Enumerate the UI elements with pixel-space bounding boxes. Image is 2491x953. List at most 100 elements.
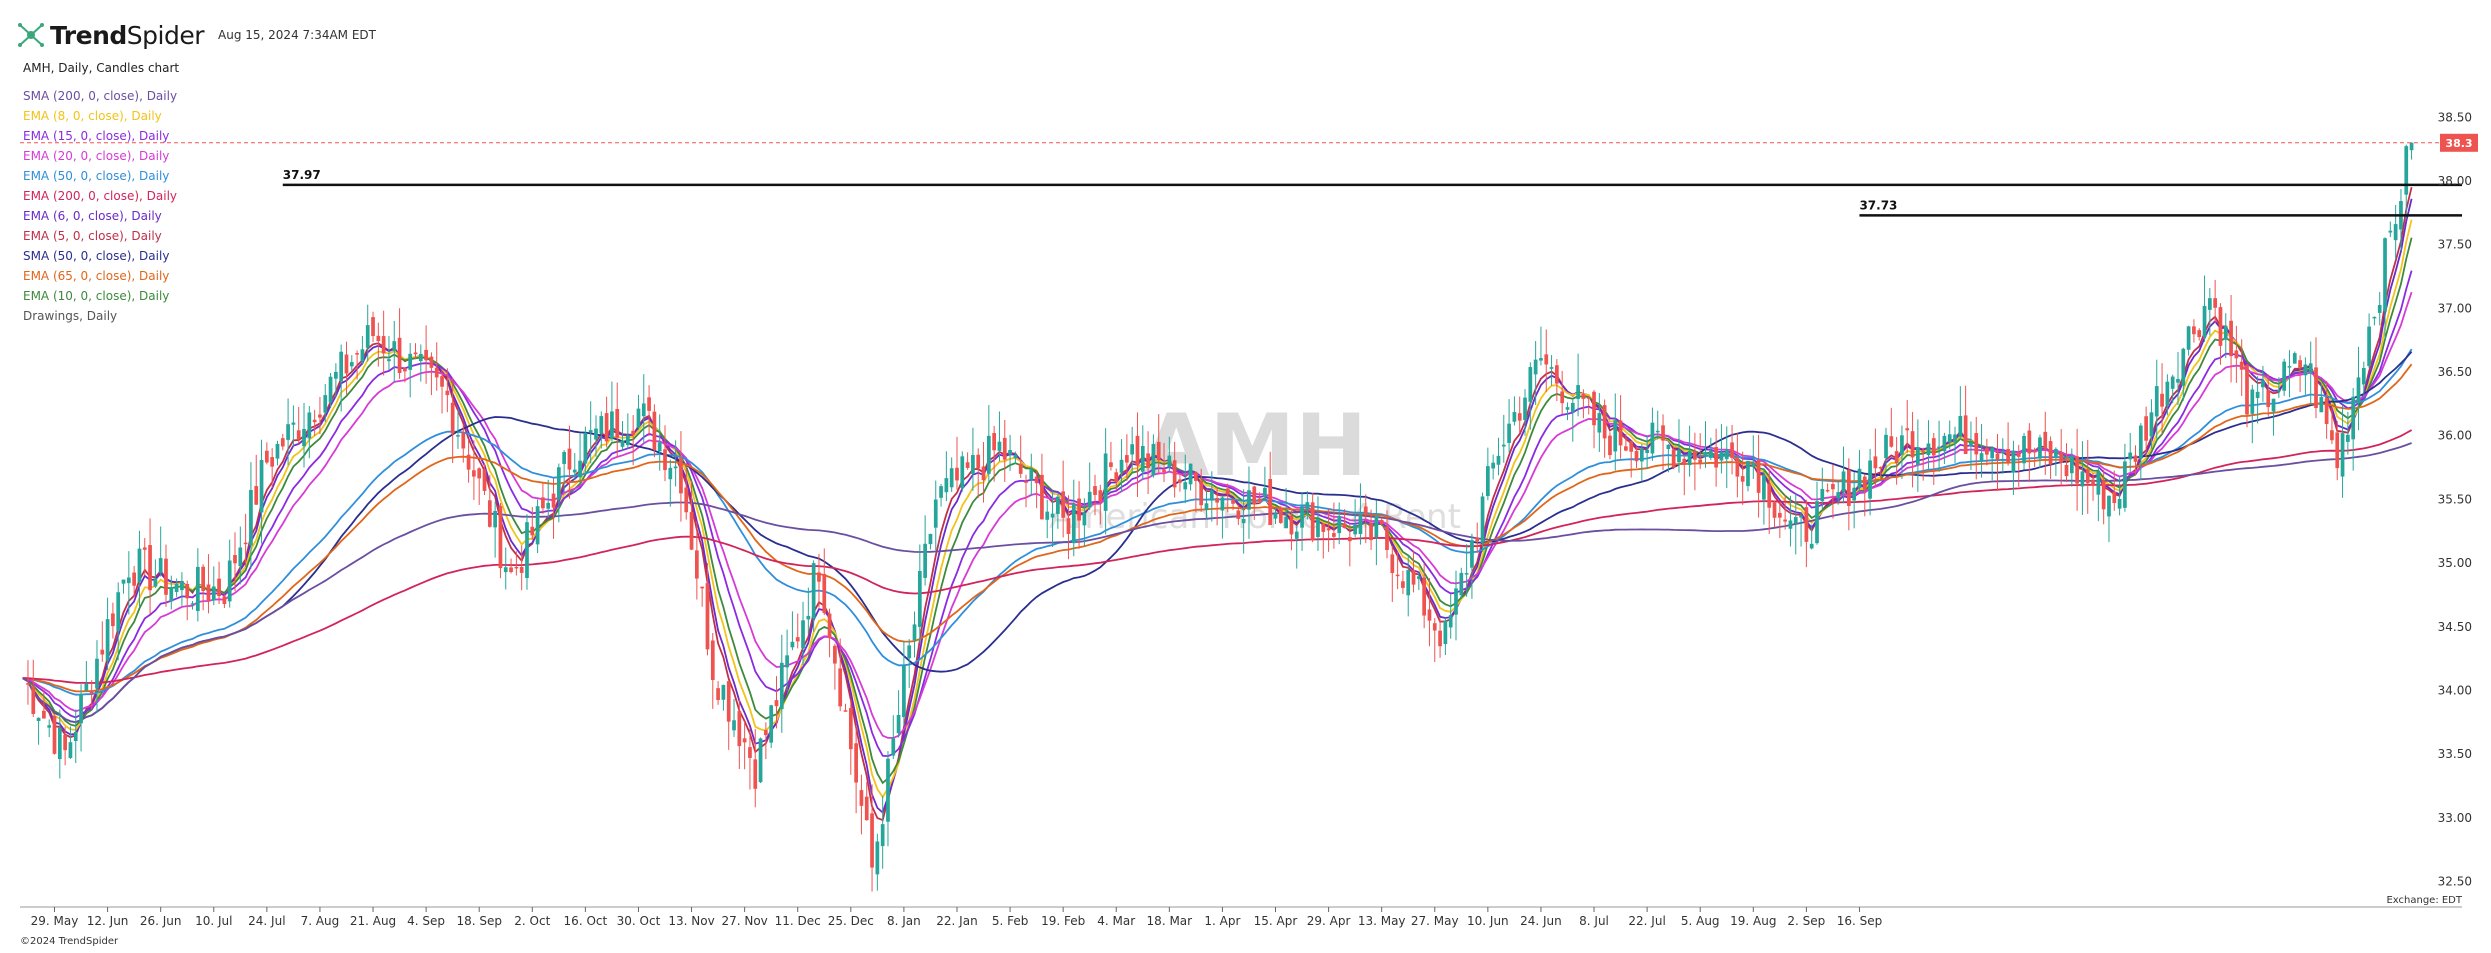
candle[interactable] [1608, 432, 1612, 460]
candle[interactable] [652, 404, 657, 458]
candle[interactable] [1512, 396, 1517, 426]
candle[interactable] [1900, 425, 1904, 480]
candle[interactable] [1629, 440, 1634, 478]
candle[interactable] [73, 709, 78, 764]
candle[interactable] [1459, 567, 1464, 599]
candle[interactable] [1592, 389, 1596, 449]
candle[interactable] [1544, 329, 1549, 393]
candle[interactable] [1772, 501, 1777, 528]
candle[interactable] [164, 544, 168, 607]
candle[interactable] [2372, 316, 2377, 326]
candle[interactable] [1507, 399, 1511, 453]
candle[interactable] [307, 405, 312, 459]
candle[interactable] [2133, 445, 2138, 476]
candle[interactable] [806, 587, 811, 635]
candle[interactable] [1209, 471, 1214, 522]
candle[interactable] [2080, 441, 2085, 515]
candle[interactable] [1650, 407, 1655, 461]
candle[interactable] [1278, 505, 1283, 524]
candle[interactable] [1156, 414, 1161, 474]
candle[interactable] [1878, 466, 1883, 481]
candle[interactable] [716, 681, 720, 705]
candle[interactable] [1555, 359, 1559, 402]
candle[interactable] [1316, 496, 1320, 551]
legend-item[interactable]: EMA (50, 0, close), Daily [23, 169, 170, 183]
candle[interactable] [2319, 383, 2324, 413]
legend-item[interactable]: EMA (20, 0, close), Daily [23, 149, 170, 163]
candle[interactable] [1624, 434, 1628, 452]
candle[interactable] [647, 385, 651, 436]
candle[interactable] [63, 726, 67, 766]
candle[interactable] [859, 774, 864, 835]
candle[interactable] [440, 370, 444, 414]
legend-item[interactable]: SMA (50, 0, close), Daily [23, 249, 170, 263]
candle[interactable] [408, 342, 413, 398]
candle[interactable] [1884, 427, 1888, 472]
candle[interactable] [870, 784, 874, 892]
candle[interactable] [466, 439, 471, 483]
candle[interactable] [254, 454, 259, 505]
candle[interactable] [1029, 453, 1034, 497]
candle[interactable] [1172, 441, 1177, 498]
candle[interactable] [1953, 426, 1957, 464]
candle[interactable] [546, 479, 551, 518]
candle[interactable] [1862, 474, 1867, 517]
candle[interactable] [1586, 396, 1591, 415]
candle[interactable] [923, 515, 927, 586]
candle[interactable] [838, 638, 843, 712]
candle[interactable] [737, 699, 742, 770]
candle[interactable] [1416, 572, 1421, 590]
candle[interactable] [1247, 466, 1251, 539]
candle[interactable] [1501, 414, 1506, 463]
candle[interactable] [1496, 437, 1501, 476]
candle[interactable] [323, 383, 328, 422]
candle[interactable] [710, 633, 715, 709]
candle[interactable] [668, 459, 673, 507]
candle[interactable] [371, 311, 375, 342]
candle[interactable] [1491, 454, 1496, 480]
candle[interactable] [286, 398, 290, 466]
candle[interactable] [1539, 326, 1543, 366]
candle[interactable] [1926, 420, 1931, 469]
candle[interactable] [1724, 426, 1729, 489]
candle[interactable] [1135, 412, 1140, 497]
candle[interactable] [450, 377, 455, 464]
candle[interactable] [1618, 395, 1623, 459]
candle[interactable] [2266, 374, 2271, 417]
candle[interactable] [2388, 221, 2393, 238]
candle[interactable] [843, 703, 848, 712]
candle[interactable] [1289, 510, 1294, 551]
candle[interactable] [971, 427, 975, 491]
candle[interactable] [817, 553, 821, 608]
candle[interactable] [1087, 462, 1092, 511]
candle[interactable] [1103, 428, 1108, 535]
candle[interactable] [1825, 483, 1830, 493]
candle[interactable] [2186, 325, 2191, 356]
candle[interactable] [1485, 447, 1490, 501]
candle[interactable] [482, 463, 487, 495]
candle[interactable] [1846, 458, 1851, 531]
candle[interactable] [100, 621, 105, 662]
candle[interactable] [1793, 493, 1798, 555]
candle[interactable] [2276, 377, 2281, 398]
candle[interactable] [2117, 476, 2122, 516]
candle[interactable] [1326, 508, 1331, 552]
candle[interactable] [2123, 443, 2127, 512]
candle[interactable] [201, 564, 206, 611]
candle[interactable] [1188, 463, 1193, 491]
candle[interactable] [105, 597, 110, 671]
candle[interactable] [1215, 486, 1219, 526]
candle[interactable] [1061, 460, 1066, 538]
candle[interactable] [1804, 499, 1809, 568]
candle[interactable] [1167, 436, 1172, 472]
candle[interactable] [1767, 468, 1772, 534]
candle[interactable] [142, 538, 147, 576]
candle[interactable] [418, 344, 423, 382]
candle[interactable] [2197, 328, 2202, 341]
candle[interactable] [355, 350, 359, 380]
candle[interactable] [2250, 384, 2255, 444]
candle[interactable] [1379, 517, 1384, 526]
candle[interactable] [1220, 495, 1225, 539]
legend-item[interactable]: EMA (10, 0, close), Daily [23, 289, 170, 303]
candle[interactable] [2340, 404, 2345, 498]
